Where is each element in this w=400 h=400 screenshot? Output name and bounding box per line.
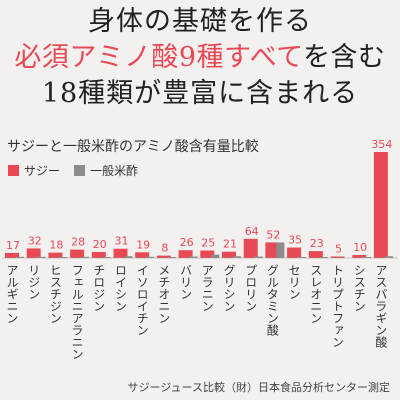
legend-label-sajii: サジー xyxy=(24,164,61,178)
data-label: 10 xyxy=(353,241,367,254)
bar-vinegar xyxy=(102,257,111,258)
source-note: サジージュース比較（財）日本食品分析センター測定 xyxy=(127,381,390,394)
x-tick-label: グルタミン酸 xyxy=(265,264,279,336)
bar-sajii xyxy=(70,249,85,258)
headline-line-2: 必須アミノ酸9種すべてを含む xyxy=(0,44,400,71)
bar-sajii xyxy=(308,251,323,258)
bar-vinegar xyxy=(146,256,155,258)
data-label: 20 xyxy=(93,238,107,251)
data-label: 64 xyxy=(245,225,259,238)
chart-title: サジーと一般米酢のアミノ酸含有量比較 xyxy=(7,139,259,155)
x-tick-label: シスチン xyxy=(352,264,366,312)
bar-sajii xyxy=(265,242,280,258)
data-label: 52 xyxy=(266,228,280,241)
data-label: 35 xyxy=(288,234,302,247)
data-label: 19 xyxy=(136,238,150,251)
x-tick-label: スレオニン xyxy=(309,264,323,324)
x-tick-label: グリシン xyxy=(222,264,236,312)
bar-sajii xyxy=(113,248,128,258)
headline-line-3: 18種類が豊富に含まれる xyxy=(41,78,359,109)
x-tick-label: プロリン xyxy=(244,264,258,312)
legend-label-vinegar: 一般米酢 xyxy=(90,164,139,178)
bar-vinegar xyxy=(384,256,393,258)
x-tick-label: バリン xyxy=(179,264,193,300)
bar-sajii xyxy=(91,252,106,258)
data-label: 18 xyxy=(49,239,63,252)
x-tick-label: リジン xyxy=(27,264,41,300)
x-tick-label: アラニン xyxy=(200,264,214,312)
headline-line-2-rest: を含む xyxy=(303,42,386,73)
bar-sajii xyxy=(200,250,215,258)
data-label: 17 xyxy=(6,239,20,252)
x-tick-label: メチオニン xyxy=(157,264,171,324)
data-label: 26 xyxy=(180,236,194,249)
headline-highlight: 必須アミノ酸9種すべて xyxy=(14,42,304,73)
bar-vinegar xyxy=(124,256,133,258)
legend-swatch-vinegar xyxy=(74,165,86,176)
bar-sajii xyxy=(48,252,63,258)
bar-vinegar xyxy=(254,256,263,258)
bar-sajii xyxy=(222,251,236,258)
data-label: 23 xyxy=(310,237,324,250)
bar-vinegar xyxy=(276,242,285,258)
x-tick-label: イソロイチン xyxy=(135,264,149,336)
bar-sajii xyxy=(330,256,345,258)
bar-vinegar xyxy=(59,257,68,258)
bar-sajii xyxy=(373,152,388,258)
data-label: 28 xyxy=(71,236,85,249)
bar-vinegar xyxy=(211,254,220,258)
data-label: 8 xyxy=(161,242,168,255)
x-tick-label: アルギニン xyxy=(5,264,19,324)
x-tick-label: セリン xyxy=(287,264,301,300)
bar-vinegar xyxy=(233,256,241,258)
bar-vinegar xyxy=(37,256,46,258)
bar-sajii xyxy=(287,247,302,258)
data-label: 32 xyxy=(28,234,42,247)
chart-legend: サジー 一般米酢 xyxy=(8,162,152,179)
bar-sajii xyxy=(156,255,171,258)
bar-vinegar xyxy=(81,256,90,258)
bar-vinegar xyxy=(298,257,307,258)
x-tick-label: ヒスチジン xyxy=(48,264,62,324)
x-tick-label: トリプトファン xyxy=(331,264,345,348)
bar-vinegar xyxy=(363,257,372,258)
bar-vinegar xyxy=(319,257,328,258)
data-label: 31 xyxy=(115,235,129,248)
x-tick-label: ロイシン xyxy=(114,264,128,312)
data-label: 354 xyxy=(371,138,392,151)
bar-vinegar xyxy=(167,257,176,258)
data-label: 25 xyxy=(201,237,215,250)
legend-item-sajii: サジー xyxy=(8,162,60,179)
bar-vinegar xyxy=(189,256,198,258)
bar-sajii xyxy=(352,255,367,258)
legend-swatch-sajii xyxy=(8,165,19,176)
bar-sajii xyxy=(5,252,19,258)
bar-sajii xyxy=(26,248,41,258)
data-label: 5 xyxy=(335,243,342,256)
x-tick-label: チロジン xyxy=(92,264,106,312)
x-tick-label: アスパラギン酸 xyxy=(374,264,388,348)
bar-sajii xyxy=(178,250,193,258)
legend-item-vinegar: 一般米酢 xyxy=(74,162,138,179)
data-label: 21 xyxy=(223,238,237,251)
bar-sajii xyxy=(135,252,150,258)
x-tick-label: フェルニアラニン xyxy=(70,264,84,360)
headline-line-1: 身体の基礎を作る xyxy=(88,6,312,37)
bar-vinegar xyxy=(16,256,24,258)
bar-sajii xyxy=(243,238,258,258)
